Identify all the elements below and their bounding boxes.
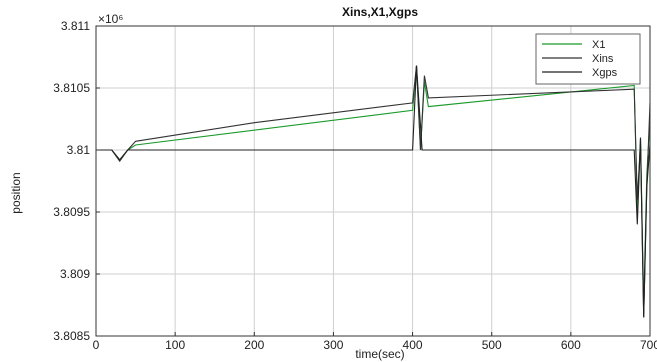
y-tick-label-0: 3.8085 (53, 329, 90, 343)
x-tick-label-4: 400 (403, 338, 423, 352)
y-tick-label-3: 3.81 (67, 143, 91, 157)
x-tick-label-7: 700 (640, 338, 657, 352)
series-line-xgps (96, 65, 651, 318)
y-tick-label-2: 3.8095 (53, 205, 90, 219)
legend-label-x1: X1 (592, 39, 605, 51)
y-axis-label: position (9, 172, 23, 213)
x-tick-label-1: 100 (165, 338, 185, 352)
legend-label-xins: Xins (592, 53, 614, 65)
legend: X1 Xins Xgps (535, 33, 641, 85)
y-tick-label-4: 3.8105 (53, 81, 90, 95)
y-tick-label-1: 3.809 (60, 267, 90, 281)
legend-box (535, 33, 641, 85)
x-tick-label-3: 300 (323, 338, 343, 352)
series-group (96, 65, 651, 318)
y-tick-label-5: 3.811 (61, 19, 90, 33)
x-tick-label-0: 0 (93, 338, 100, 352)
x-tick-label-6: 600 (561, 338, 581, 352)
x-tick-label-5: 500 (482, 338, 502, 352)
ticks: 0 100 200 300 400 500 600 700 3.8085 3.809 3.8095 3… (53, 19, 657, 352)
y-exponent-label: ×10⁶ (98, 12, 123, 26)
legend-label-xgps: Xgps (592, 67, 618, 79)
plot-frame (95, 25, 651, 337)
x-axis-label: time(sec) (355, 347, 404, 361)
chart-title: Xins,X1,Xgps (342, 5, 418, 19)
x-tick-label-2: 200 (244, 338, 264, 352)
